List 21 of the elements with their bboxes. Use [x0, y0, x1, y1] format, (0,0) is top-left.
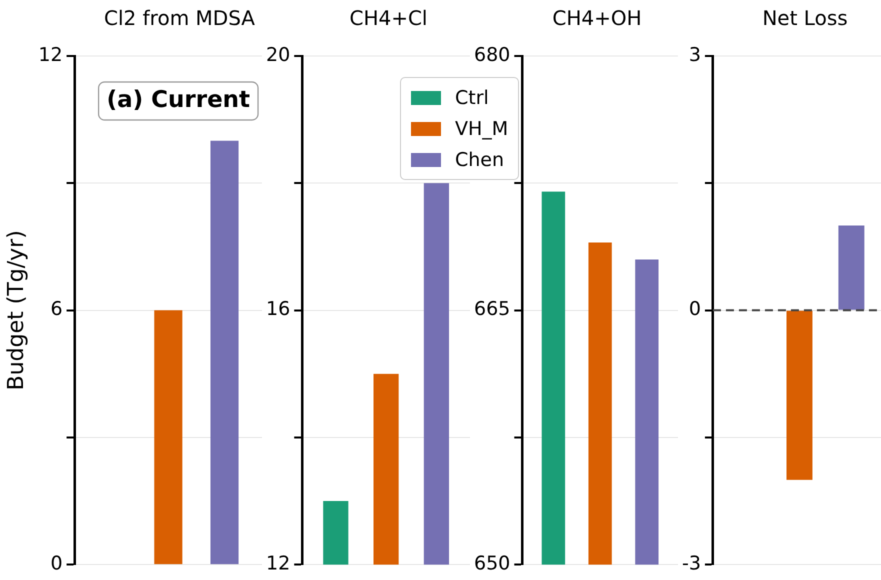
y-tick-label: 665	[474, 298, 510, 320]
y-axis-title: Budget (Tg/yr)	[4, 230, 29, 390]
y-tick-label: 680	[474, 44, 510, 66]
legend-label: Ctrl	[454, 86, 490, 110]
annotation: (a) Current	[106, 86, 250, 113]
legend-label: Chen	[454, 148, 506, 172]
y-tick-label: 12	[266, 552, 290, 575]
legend-label: VH_M	[454, 116, 508, 142]
y-tick-label: 650	[474, 552, 510, 575]
y-tick-label: 6	[50, 298, 63, 320]
y-tick-label: 12	[38, 44, 63, 66]
chart-title: CH4+Cl	[348, 6, 428, 30]
y-tick-label: 3	[688, 44, 701, 66]
y-tick-label: -3	[682, 552, 701, 575]
y-tick-label: 20	[266, 44, 290, 66]
chart-title: CH4+OH	[551, 6, 643, 30]
y-tick-label: 16	[266, 298, 290, 320]
chart-title: Net Loss	[761, 6, 849, 30]
y-tick-label: 0	[688, 298, 701, 320]
chart-title: Cl2 from MDSA	[103, 6, 256, 30]
y-tick-label: 0	[50, 552, 63, 575]
